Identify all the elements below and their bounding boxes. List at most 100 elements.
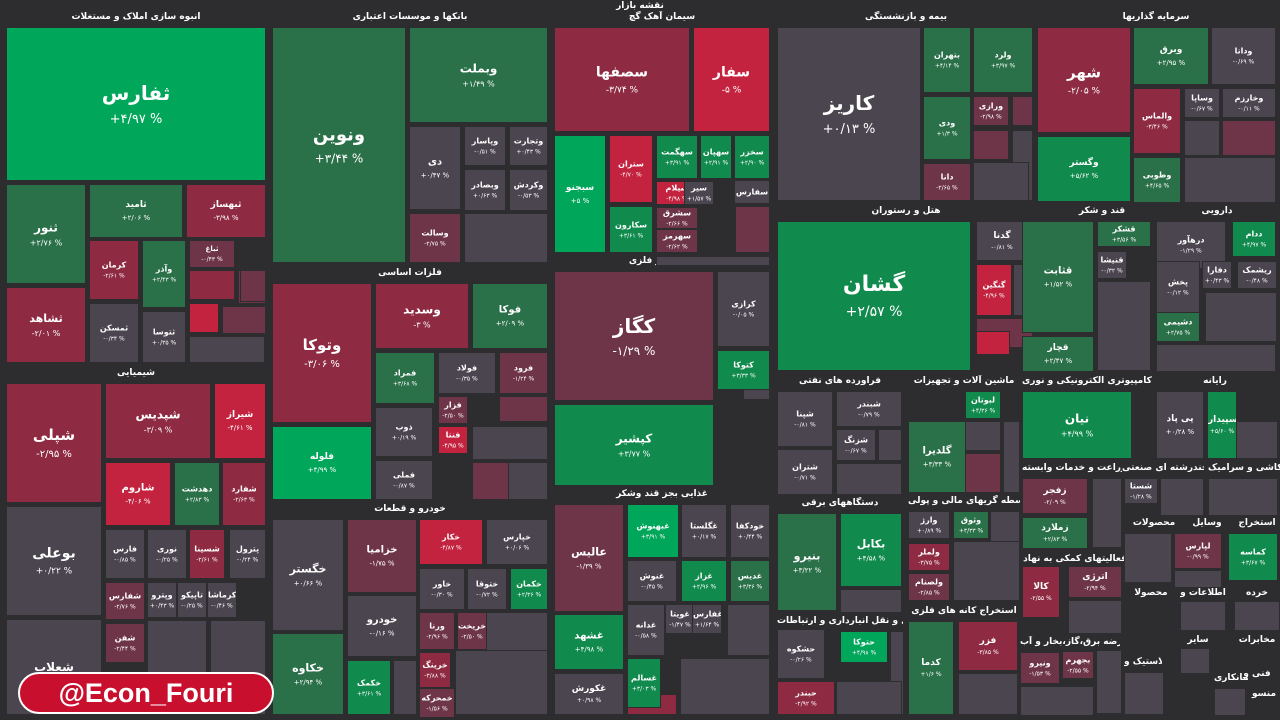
stock-tile[interactable]: حتوکا +۴/۹۸ % [840, 631, 888, 663]
stock-tile[interactable]: شفن -۲/۴۴ % [105, 623, 145, 663]
stock-tile[interactable]: ختوقا -۰/۷۲ % [467, 568, 507, 610]
stock-tile[interactable]: سصفها -۳/۷۴ % [554, 27, 690, 132]
stock-tile[interactable]: وبرق +۲/۹۵ % [1133, 27, 1209, 85]
stock-tile[interactable]: شپلی -۲/۹۵ % [6, 383, 102, 503]
stock-tile[interactable]: شیراز -۴/۶۱ % [214, 383, 266, 459]
stock-tile[interactable]: بکابل +۴/۵۸ % [840, 513, 902, 587]
stock-tile[interactable]: دانا -۲/۶۵ % [923, 163, 971, 201]
stock-tile[interactable]: شسینا -۲/۶۱ % [189, 529, 225, 579]
stock-tile[interactable]: دفارا +۰/۴۳ % [1202, 261, 1232, 289]
stock-tile[interactable]: فملی -۰/۸۷ % [375, 460, 433, 500]
stock-tile[interactable]: بنیرو +۳/۲۲ % [777, 513, 837, 611]
stock-tile[interactable]: کالا -۲/۵۵ % [1022, 566, 1060, 618]
stock-tile[interactable]: غکورش +۰/۹۸ % [554, 673, 624, 715]
stock-tile[interactable]: خودرو -۰/۱۶ % [347, 595, 417, 657]
stock-tile[interactable]: وثوق +۳/۳۳ % [953, 511, 989, 539]
stock-tile[interactable]: شفارد -۲/۶۳ % [222, 462, 266, 526]
stock-tile[interactable]: کرازی -۰/۰۵ % [717, 271, 770, 347]
stock-tile[interactable]: غدانه -۰/۵۸ % [627, 604, 665, 656]
stock-tile[interactable]: عالیس -۱/۳۹ % [554, 504, 624, 612]
stock-tile[interactable]: ولرد +۳/۹۷ % [973, 27, 1033, 93]
stock-tile[interactable]: شهر -۲/۰۵ % [1037, 27, 1131, 133]
stock-tile[interactable]: سهرمز -۲/۶۲ % [656, 229, 698, 253]
stock-tile[interactable]: غسالم +۳/۰۳ % [627, 658, 661, 708]
stock-tile[interactable]: وطوبی +۴/۶۵ % [1133, 157, 1181, 203]
stock-tile[interactable]: ریشمک -۰/۴۸ % [1237, 261, 1277, 289]
stock-tile[interactable]: خزامیا -۱/۷۵ % [347, 519, 417, 593]
stock-tile[interactable]: سخزر +۲/۹۰ % [734, 135, 770, 179]
stock-tile[interactable]: غشهد +۴/۹۸ % [554, 614, 624, 670]
stock-tile[interactable]: ددام +۴/۹۷ % [1232, 221, 1276, 257]
stock-tile[interactable]: خمحرکه -۱/۵۶ % [419, 688, 455, 718]
stock-tile[interactable]: فوکا +۲/۰۹ % [472, 283, 548, 349]
stock-tile[interactable]: زفجر -۲/۰۹ % [1022, 478, 1088, 514]
stock-tile[interactable]: وتجارت +۰/۴۳ % [509, 126, 548, 166]
stock-tile[interactable]: وداتا -۰/۶۹ % [1211, 27, 1276, 85]
stock-tile[interactable]: وبصادر +۰/۶۳ % [464, 169, 506, 211]
stock-tile[interactable]: بجهرم -۲/۵۵ % [1062, 651, 1094, 679]
stock-tile[interactable]: فولاد -۰/۳۵ % [438, 352, 496, 394]
stock-tile[interactable]: شبندر -۰/۷۹ % [836, 391, 902, 427]
stock-tile[interactable]: فارس -۰/۸۵ % [105, 529, 145, 579]
stock-tile[interactable]: پترول -۰/۲۴ % [229, 529, 266, 579]
stock-tile[interactable]: گنگین -۴/۹۶ % [976, 264, 1012, 316]
stock-tile[interactable]: وساپا -۰/۶۷ % [1184, 88, 1220, 118]
stock-tile[interactable]: شاروم -۴/۰۶ % [105, 462, 171, 526]
stock-tile[interactable]: وبملت +۱/۴۹ % [409, 27, 548, 123]
stock-tile[interactable]: کتوکا +۳/۳۳ % [717, 350, 770, 390]
stock-tile[interactable]: وارژ +۰/۸۹ % [908, 511, 950, 539]
stock-tile[interactable]: دهدشت +۲/۸۳ % [174, 462, 220, 526]
stock-tile[interactable]: فزار -۲/۵۰ % [438, 396, 468, 424]
stock-tile[interactable]: ذوب +۰/۱۹ % [375, 407, 433, 457]
stock-tile[interactable]: غویتا -۱/۴۷ % [665, 604, 695, 634]
stock-tile[interactable]: شستا -۱/۲۸ % [1124, 478, 1158, 504]
stock-tile[interactable]: ثشاهد -۲/۰۱ % [6, 287, 86, 363]
stock-tile[interactable]: شفارس -۲/۷۶ % [105, 582, 145, 620]
stock-tile[interactable]: سفارس [734, 180, 770, 204]
stock-tile[interactable]: ثمسکن -۰/۳۴ % [89, 303, 139, 363]
stock-tile[interactable]: کماسه +۳/۶۷ % [1228, 533, 1278, 581]
stock-tile[interactable]: خریخت -۲/۵۰ % [457, 612, 487, 650]
stock-tile[interactable]: خاور -۰/۳۰ % [419, 568, 465, 610]
stock-tile[interactable]: کگاز -۱/۲۹ % [554, 271, 714, 401]
stock-tile[interactable]: قشکر +۳/۵۶ % [1097, 221, 1151, 247]
stock-tile[interactable]: سهگمت +۳/۹۱ % [656, 135, 698, 179]
stock-tile[interactable]: لبوتان +۴/۳۶ % [965, 391, 1001, 419]
stock-tile[interactable]: غبهنوش +۳/۹۱ % [627, 504, 679, 558]
stock-tile[interactable]: غدیس +۳/۳۶ % [730, 560, 770, 602]
stock-tile[interactable]: بوعلی +۰/۲۲ % [6, 506, 102, 616]
stock-tile[interactable]: خرینگ -۳/۸۸ % [419, 652, 451, 688]
stock-tile[interactable]: خکمک +۳/۶۱ % [347, 660, 391, 715]
stock-tile[interactable]: سبجنو +۵ % [554, 135, 606, 253]
stock-tile[interactable]: ونیرو -۱/۵۳ % [1020, 652, 1060, 684]
stock-tile[interactable]: نیان +۴/۹۹ % [1022, 391, 1132, 459]
stock-tile[interactable]: ونوین +۳/۴۴ % [272, 27, 406, 263]
stock-tile[interactable]: وگستر +۵/۶۲ % [1037, 136, 1131, 202]
stock-tile[interactable]: قنیشا -۰/۳۲ % [1097, 251, 1127, 279]
stock-tile[interactable]: سهپان +۲/۹۱ % [700, 135, 732, 179]
stock-tile[interactable]: وپترو +۰/۴۳ % [147, 582, 177, 618]
stock-tile[interactable]: خکار -۴/۸۷ % [419, 519, 483, 565]
stock-tile[interactable]: فلوله +۴/۹۹ % [272, 426, 372, 500]
stock-tile[interactable]: قچار +۲/۴۷ % [1022, 336, 1094, 372]
stock-tile[interactable]: وآذر +۲/۴۳ % [142, 240, 186, 308]
stock-tile[interactable]: وتوکا -۳/۰۶ % [272, 283, 372, 423]
stock-tile[interactable]: فرود -۱/۲۴ % [499, 352, 548, 394]
stock-tile[interactable]: فزر -۳/۸۵ % [958, 621, 1018, 671]
stock-tile[interactable]: کپشیر +۳/۷۷ % [554, 404, 714, 486]
stock-tile[interactable]: شزنگ -۰/۶۷ % [836, 429, 876, 461]
stock-tile[interactable]: زملارد +۲/۸۳ % [1022, 517, 1088, 549]
stock-tile[interactable]: گشان +۲/۵۷ % [777, 221, 971, 371]
stock-tile[interactable]: ولصنام -۲/۸۵ % [908, 573, 950, 601]
stock-tile[interactable]: تاپیکو -۰/۲۵ % [177, 582, 207, 618]
stock-tile[interactable]: شپنا -۰/۸۱ % [777, 391, 833, 447]
stock-tile[interactable]: نوری -۰/۲۵ % [147, 529, 187, 579]
stock-tile[interactable]: فنتا -۴/۹۵ % [438, 426, 468, 454]
stock-tile[interactable]: خودکفا +۰/۴۴ % [730, 504, 770, 558]
stock-tile[interactable]: ورازی -۲/۹۸ % [973, 96, 1009, 126]
stock-tile[interactable]: کرماشا -۰/۴۶ % [207, 582, 237, 618]
stock-tile[interactable]: حبندر -۲/۹۲ % [777, 681, 835, 715]
stock-tile[interactable]: پخش -۰/۱۲ % [1156, 261, 1200, 313]
stock-tile[interactable]: اترژی -۲/۹۴ % [1068, 566, 1122, 598]
stock-tile[interactable]: غفارس +۱/۶۴ % [692, 604, 722, 634]
